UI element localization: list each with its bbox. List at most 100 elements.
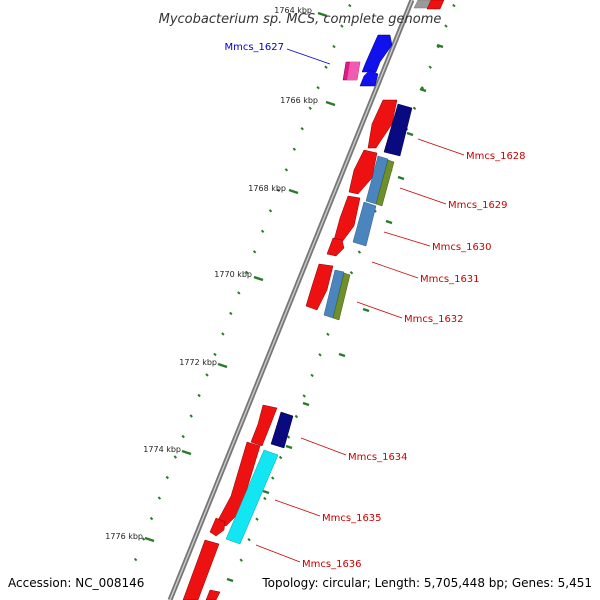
gene-callout-mmcs-1629[interactable]: Mmcs_1629 <box>399 187 508 211</box>
gene-callout-mmcs-1628[interactable]: Mmcs_1628 <box>417 138 526 162</box>
guide-dot <box>357 250 362 254</box>
guide-dot <box>308 106 312 110</box>
gene-feature-bottom-red[interactable] <box>205 589 221 600</box>
gene-label[interactable]: Mmcs_1636 <box>302 559 362 570</box>
guide-dot <box>349 270 354 275</box>
gene-callout-mmcs-1627[interactable]: Mmcs_1627 <box>224 42 331 65</box>
genome-title: Mycobacterium sp. MCS, complete genome <box>159 12 442 27</box>
ruler-tick-1774: 1774 kbp <box>143 445 192 456</box>
guide-dot <box>286 435 291 439</box>
genome-backbone-highlight <box>169 0 413 600</box>
guide-dot <box>412 106 417 111</box>
guide-dot <box>213 352 217 357</box>
guide-dot <box>276 188 281 193</box>
guide-dot <box>244 270 249 275</box>
gene-feature-mmcs-1634[interactable] <box>250 404 278 447</box>
guide-dot <box>141 537 146 541</box>
guide-dot <box>268 209 273 213</box>
guide-dash <box>338 352 346 358</box>
gene-feature-mmcs-1634-rev[interactable] <box>270 411 294 449</box>
gene-feature-mmcs-1631[interactable] <box>326 237 345 257</box>
gene-feature-mmcs-1632-olive[interactable] <box>332 272 351 321</box>
guide-dot <box>165 475 170 480</box>
gene-label[interactable]: Mmcs_1631 <box>420 274 480 285</box>
gene-feature-mmcs-1629[interactable] <box>348 149 378 195</box>
guide-dot <box>239 558 243 562</box>
guide-dot <box>221 332 225 336</box>
gene-feature-mmcs-1627[interactable] <box>361 34 393 73</box>
guide-dash <box>262 489 270 495</box>
guide-dot <box>300 126 304 131</box>
guide-dot <box>133 557 138 562</box>
gene-feature-mmcs-1636[interactable] <box>182 539 220 600</box>
guide-dot <box>149 516 154 521</box>
guide-dot <box>452 3 456 8</box>
guide-dot <box>270 476 275 480</box>
ruler-label: 1776 kbp <box>105 532 143 541</box>
gene-label[interactable]: Mmcs_1630 <box>432 242 492 253</box>
guide-dash <box>385 219 393 225</box>
guide-dot <box>332 44 336 49</box>
ruler-label: 1768 kbp <box>248 184 286 193</box>
guide-dash <box>406 131 414 137</box>
gene-feature-mmcs-1627-lower[interactable] <box>359 69 379 87</box>
guide-dot <box>324 65 328 69</box>
gene-feature-mmcs-1635-small[interactable] <box>209 517 226 537</box>
accession-text: Accession: NC_008146 <box>8 576 144 590</box>
gene-label[interactable]: Mmcs_1632 <box>404 314 464 325</box>
guide-dot <box>326 332 330 337</box>
guide-dot <box>302 394 306 398</box>
gene-callout-mmcs-1630[interactable]: Mmcs_1630 <box>383 231 492 253</box>
guide-dot <box>173 455 178 459</box>
guide-dot <box>428 65 432 69</box>
guide-dash <box>436 43 444 49</box>
gene-callout-mmcs-1634[interactable]: Mmcs_1634 <box>300 437 408 463</box>
gene-label[interactable]: Mmcs_1628 <box>466 151 526 162</box>
guide-dot <box>205 373 209 377</box>
guide-dot <box>444 24 448 28</box>
gene-callout-mmcs-1635[interactable]: Mmcs_1635 <box>274 499 382 524</box>
ruler-tick-1770: 1770 kbp <box>214 270 264 282</box>
gene-feature-magenta-shade <box>347 62 360 80</box>
guide-dot <box>181 434 185 439</box>
guide-dot <box>252 250 257 254</box>
guide-dot <box>237 291 241 295</box>
gene-label[interactable]: Mmcs_1634 <box>348 452 408 463</box>
guide-dot <box>263 496 267 501</box>
gene-callout-mmcs-1631[interactable]: Mmcs_1631 <box>371 261 480 285</box>
ruler: 1764 kbp 1766 kbp 1768 kbp 1770 kbp 1772… <box>105 6 336 543</box>
gene-feature-mmcs-1635[interactable] <box>216 441 261 527</box>
gene-label[interactable]: Mmcs_1629 <box>448 200 508 211</box>
gene-feature-top-red[interactable] <box>426 0 445 10</box>
gene-label[interactable]: Mmcs_1627 <box>224 42 284 53</box>
gene-feature-mmcs-1635-cyan[interactable] <box>225 449 279 545</box>
guide-dot <box>316 85 320 90</box>
genome-stats-text: Topology: circular; Length: 5,705,448 bp… <box>261 576 592 590</box>
gene-feature-mmcs-1628-rev[interactable] <box>383 103 413 157</box>
guide-dot <box>420 86 425 90</box>
guide-dot <box>247 537 251 542</box>
guide-dot <box>340 24 344 28</box>
gene-feature-mmcs-1630-blue[interactable] <box>352 201 377 247</box>
guide-dash <box>285 444 293 450</box>
gene-callout-mmcs-1636[interactable]: Mmcs_1636 <box>255 544 362 570</box>
guide-dot <box>255 517 259 521</box>
gene-features <box>182 0 445 600</box>
ruler-tick-1764: 1764 kbp <box>274 6 328 18</box>
guide-dot <box>310 373 314 378</box>
gene-feature-mmcs-1628[interactable] <box>367 99 398 149</box>
ruler-label: 1764 kbp <box>274 6 312 15</box>
ruler-tick-1776: 1776 kbp <box>105 532 155 543</box>
gene-feature-mmcs-1629-olive[interactable] <box>375 159 395 207</box>
ruler-tick-1766: 1766 kbp <box>280 96 336 107</box>
guide-dot <box>157 496 162 500</box>
guide-dot <box>284 168 289 172</box>
gene-callout-mmcs-1632[interactable]: Mmcs_1632 <box>356 301 464 325</box>
gene-feature-mmcs-1632[interactable] <box>305 263 334 311</box>
ruler-tick-1768: 1768 kbp <box>248 184 299 195</box>
guide-dot <box>260 229 265 234</box>
guide-dash <box>362 307 370 313</box>
guide-dash <box>419 87 427 93</box>
gene-label[interactable]: Mmcs_1635 <box>322 513 382 524</box>
